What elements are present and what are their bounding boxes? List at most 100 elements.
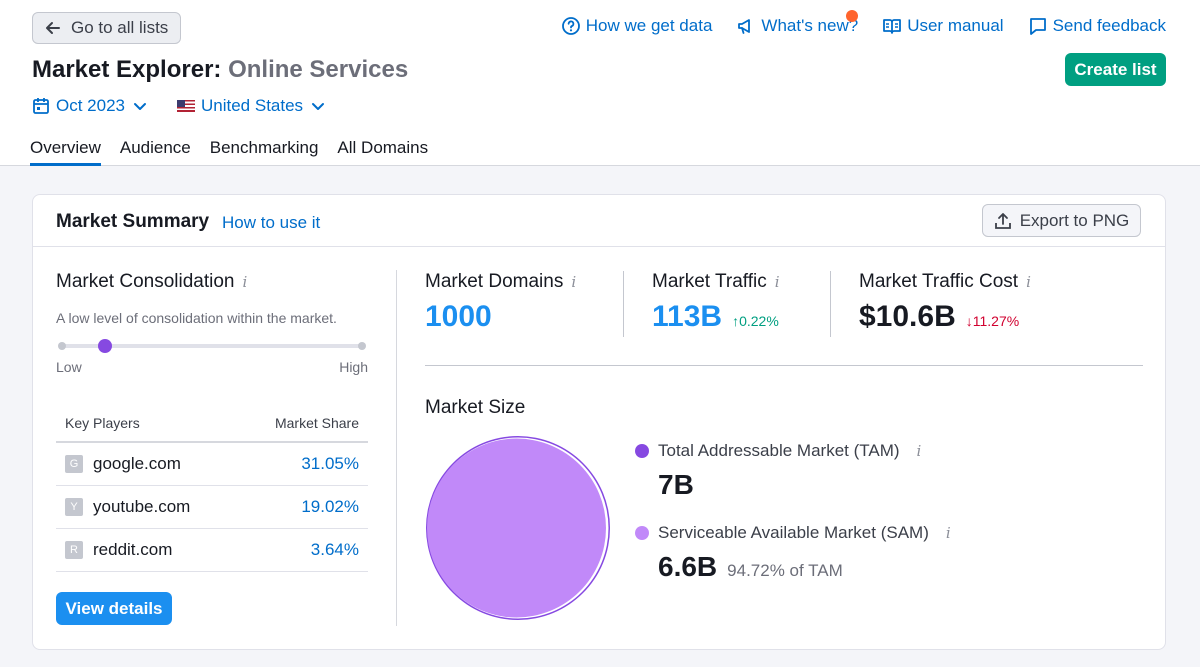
- slider-labels: Low High: [56, 359, 368, 375]
- tab-all-domains[interactable]: All Domains: [337, 138, 429, 157]
- metrics-row: Market Domains i 1000 Market Traffic i 1…: [425, 271, 1143, 366]
- how-to-use-link[interactable]: How to use it: [222, 213, 321, 232]
- info-icon[interactable]: i: [242, 273, 248, 291]
- metric-market-traffic-cost: Market Traffic Cost i $10.6B ↓11.27%: [859, 271, 1031, 334]
- col-key-players: Key Players: [65, 415, 140, 431]
- megaphone-icon: [738, 19, 751, 34]
- back-label: Go to all lists: [71, 18, 169, 37]
- country-filter-label: United States: [201, 96, 304, 115]
- back-to-lists-button[interactable]: Go to all lists: [32, 12, 181, 44]
- info-icon[interactable]: i: [1026, 273, 1031, 291]
- sam-value: 6.6B: [658, 551, 718, 582]
- calendar-icon: [33, 98, 49, 114]
- market-size-chart: [426, 436, 610, 620]
- favicon-icon: R: [65, 541, 83, 559]
- table-row: R reddit.com 3.64%: [56, 529, 368, 572]
- info-icon[interactable]: i: [571, 273, 577, 291]
- market-domains-value[interactable]: 1000: [425, 300, 492, 333]
- consolidation-panel: Market Consolidation i A low level of co…: [56, 271, 368, 625]
- sam-circle: [427, 438, 606, 618]
- table-row: G google.com 31.05%: [56, 443, 368, 486]
- date-filter[interactable]: Oct 2023: [32, 96, 149, 116]
- market-size-legend: Total Addressable Market (TAM) i 7B Serv…: [635, 441, 951, 583]
- domain-cell: Y youtube.com: [65, 497, 190, 517]
- filters: Oct 2023 United States: [32, 96, 327, 116]
- favicon-icon: G: [65, 455, 83, 473]
- upload-icon: [994, 212, 1011, 229]
- sam-label: Serviceable Available Market (SAM): [658, 523, 929, 542]
- arrow-up-icon: ↑: [732, 313, 740, 329]
- sam-value-row: 6.6B 94.72% of TAM: [658, 551, 951, 583]
- traffic-change: ↑0.22%: [732, 313, 779, 329]
- country-filter[interactable]: United States: [177, 96, 327, 116]
- export-png-button[interactable]: Export to PNG: [982, 204, 1141, 237]
- date-filter-label: Oct 2023: [56, 96, 125, 115]
- info-icon[interactable]: i: [774, 273, 780, 291]
- vertical-divider: [396, 270, 397, 626]
- consolidation-text: A low level of consolidation within the …: [56, 310, 337, 326]
- market-traffic-cost-value: $10.6B: [859, 300, 956, 333]
- top-header: Go to all lists How we get data What's n…: [0, 0, 1200, 166]
- arrow-down-icon: ↓: [965, 313, 973, 329]
- sam-legend-dot: [635, 526, 649, 540]
- slider-low-label: Low: [56, 359, 82, 375]
- market-share-value[interactable]: 3.64%: [310, 540, 359, 559]
- user-manual-label: User manual: [907, 16, 1004, 35]
- card-title: Market Summary: [56, 211, 210, 232]
- tam-label: Total Addressable Market (TAM): [658, 441, 900, 460]
- tab-overview[interactable]: Overview: [30, 138, 101, 166]
- user-manual-link[interactable]: User manual: [882, 16, 1004, 36]
- info-icon[interactable]: i: [945, 524, 951, 542]
- market-share-value[interactable]: 19.02%: [301, 497, 359, 516]
- metric-label-text: Market Traffic: [652, 271, 767, 292]
- market-traffic-value[interactable]: 113B: [652, 300, 723, 333]
- table-header: Key Players Market Share: [56, 415, 368, 443]
- metric-label: Market Traffic i: [652, 271, 780, 293]
- metric-divider: [623, 271, 624, 337]
- how-we-get-data-label: How we get data: [585, 16, 713, 35]
- create-list-button[interactable]: Create list: [1065, 53, 1166, 86]
- tabs: Overview Audience Benchmarking All Domai…: [30, 138, 428, 166]
- table-row: Y youtube.com 19.02%: [56, 486, 368, 529]
- consolidation-slider: [56, 339, 368, 353]
- metric-market-traffic: Market Traffic i 113B ↑0.22%: [652, 271, 780, 334]
- info-icon[interactable]: i: [916, 442, 922, 460]
- cost-change-value: 11.27%: [972, 313, 1020, 329]
- tam-value: 7B: [658, 469, 694, 500]
- cost-change: ↓11.27%: [966, 313, 1019, 329]
- key-players-table: Key Players Market Share G google.com 31…: [56, 415, 368, 572]
- favicon-icon: Y: [65, 498, 83, 516]
- tam-value-row: 7B: [658, 469, 951, 501]
- market-share-value[interactable]: 31.05%: [301, 454, 359, 473]
- metric-label-text: Market Domains: [425, 271, 564, 292]
- how-we-get-data-link[interactable]: How we get data: [561, 16, 713, 36]
- us-flag-icon: [177, 100, 195, 112]
- view-details-button[interactable]: View details: [56, 592, 172, 625]
- whats-new-link[interactable]: What's new?: [736, 10, 859, 36]
- tam-legend-item: Total Addressable Market (TAM) i: [635, 441, 951, 461]
- tam-legend-dot: [635, 444, 649, 458]
- question-circle-icon: [561, 17, 580, 35]
- traffic-change-value: 0.22%: [739, 313, 779, 329]
- tab-audience[interactable]: Audience: [119, 138, 191, 157]
- slider-knob: [97, 339, 112, 353]
- domain-cell: G google.com: [65, 454, 181, 474]
- whats-new-label: What's new?: [761, 16, 859, 35]
- metric-value: 1000: [425, 300, 576, 334]
- slider-high-end: [358, 342, 366, 350]
- metric-value: $10.6B ↓11.27%: [859, 300, 1031, 334]
- domain-cell: R reddit.com: [65, 540, 172, 560]
- card-header: Market Summary How to use it Export to P…: [33, 195, 1165, 247]
- tab-benchmarking[interactable]: Benchmarking: [209, 138, 319, 157]
- book-icon: [883, 19, 902, 34]
- domain-name: google.com: [93, 454, 181, 473]
- metric-label-text: Market Traffic Cost: [859, 271, 1019, 292]
- market-size-title: Market Size: [425, 397, 526, 418]
- send-feedback-link[interactable]: Send feedback: [1028, 16, 1166, 36]
- market-summary-card: Market Summary How to use it Export to P…: [32, 194, 1166, 650]
- col-market-share: Market Share: [274, 415, 359, 431]
- arrow-left-icon: [46, 22, 60, 34]
- page-title: Market Explorer: Online Services: [32, 56, 408, 84]
- sam-percent: 94.72% of TAM: [727, 561, 843, 580]
- sam-legend-item: Serviceable Available Market (SAM) i: [635, 523, 951, 543]
